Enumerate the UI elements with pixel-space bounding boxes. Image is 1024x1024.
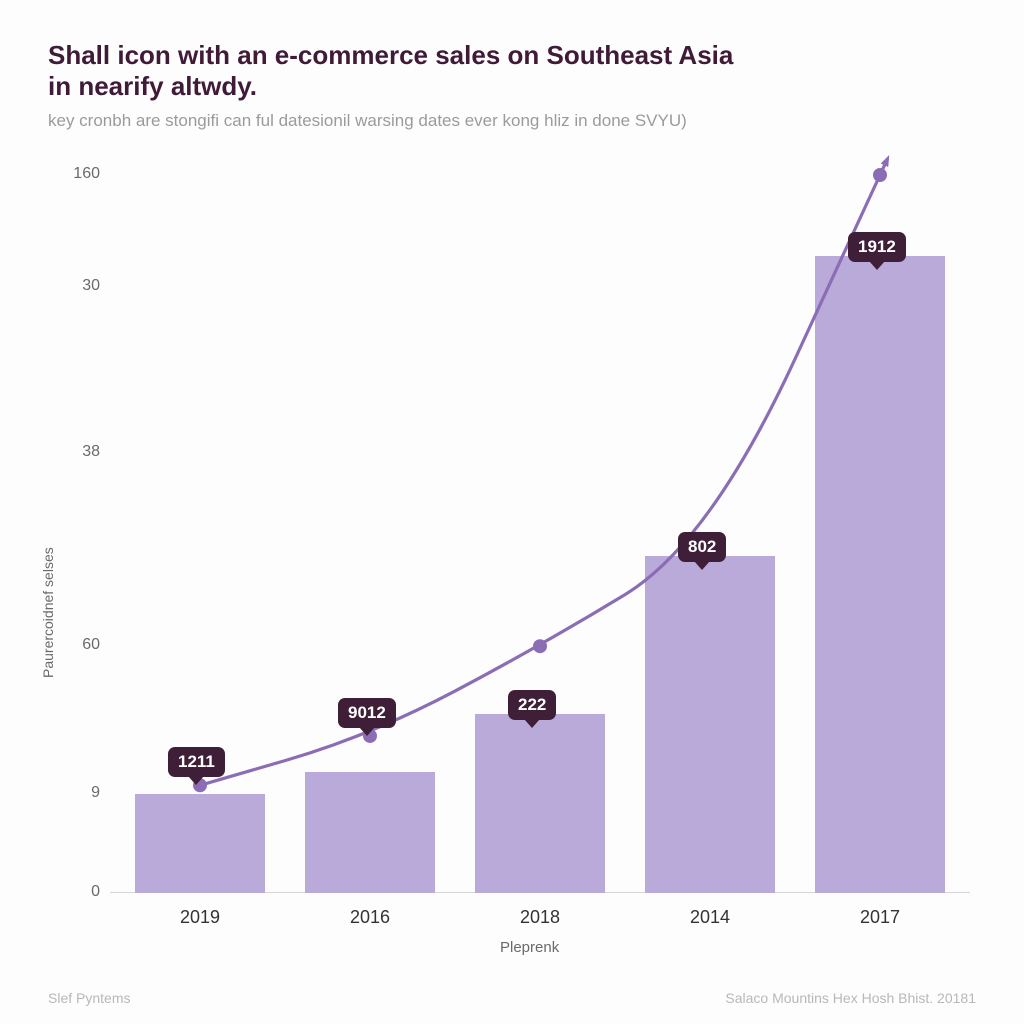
chart-subtitle: key cronbh are stongifi can ful datesion… bbox=[48, 111, 976, 131]
title-line-2: in nearify altwdy. bbox=[48, 71, 976, 102]
y-tick: 0 bbox=[58, 883, 100, 901]
x-tick-label: 2014 bbox=[645, 907, 775, 928]
plot-area: 16030386090Paurercoidnef selses201920162… bbox=[110, 175, 970, 893]
y-tick: 38 bbox=[58, 443, 100, 461]
title-line-1: Shall icon with an e-commerce sales on S… bbox=[48, 40, 976, 71]
x-tick-label: 2016 bbox=[305, 907, 435, 928]
x-tick-label: 2018 bbox=[475, 907, 605, 928]
trend-line bbox=[110, 165, 970, 903]
y-tick: 60 bbox=[58, 636, 100, 654]
trend-marker bbox=[533, 639, 547, 653]
footer-left: Slef Pyntems bbox=[48, 990, 130, 1006]
chart-title: Shall icon with an e-commerce sales on S… bbox=[48, 40, 976, 101]
data-badge: 1912 bbox=[848, 232, 906, 262]
chart-container: Shall icon with an e-commerce sales on S… bbox=[0, 0, 1024, 1024]
y-axis-label: Paurercoidnef selses bbox=[40, 547, 56, 678]
data-badge: 1211 bbox=[168, 747, 225, 777]
y-tick: 30 bbox=[58, 277, 100, 295]
data-badge: 222 bbox=[508, 690, 556, 720]
x-axis-label: Pleprenk bbox=[500, 939, 559, 956]
data-badge: 9012 bbox=[338, 698, 396, 728]
y-tick: 160 bbox=[58, 165, 100, 183]
footer-right: Salaco Mountins Hex Hosh Bhist. 20181 bbox=[725, 990, 976, 1006]
trend-marker bbox=[873, 168, 887, 182]
x-tick-label: 2017 bbox=[815, 907, 945, 928]
y-tick: 9 bbox=[58, 784, 100, 802]
x-tick-label: 2019 bbox=[135, 907, 265, 928]
data-badge: 802 bbox=[678, 532, 726, 562]
